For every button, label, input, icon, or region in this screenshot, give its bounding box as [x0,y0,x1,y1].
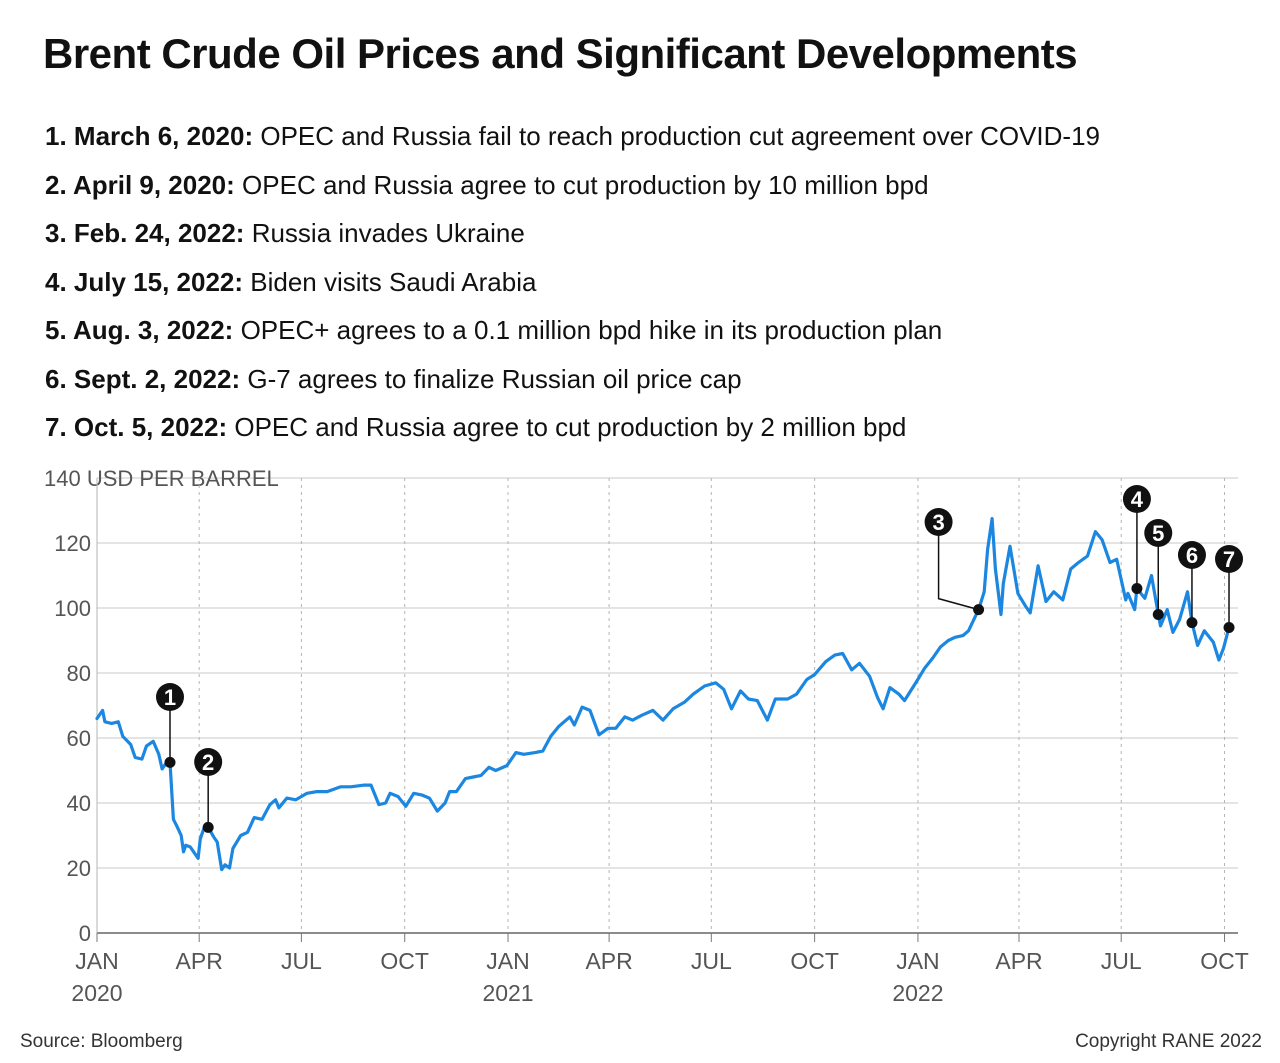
event-text: OPEC+ agrees to a 0.1 million bpd hike i… [240,315,943,345]
x-tick-label: OCT [790,948,839,974]
event-badge [1144,519,1173,547]
event-badge [1215,545,1244,573]
y-tick-label: 20 [67,856,91,881]
x-tick-label: APR [585,948,632,974]
event-point [973,604,985,616]
event-date: 7. Oct. 5, 2022: [45,412,228,442]
event-text: G-7 agrees to finalize Russian oil price… [247,363,742,394]
copyright-note: Copyright RANE 2022 [1075,1031,1262,1052]
y-tick-label: 140 USD PER BARREL [44,466,279,491]
y-tick-label: 120 [54,531,91,556]
event-text: Russia invades Ukraine [251,218,525,248]
event-text: OPEC and Russia fail to reach production… [260,121,1100,151]
event-item: 5. Aug. 3, 2022: OPEC+ agrees to a 0.1 m… [45,306,1100,355]
x-tick-label: JAN [75,948,118,974]
event-badge [194,748,223,776]
x-tick-label: JAN [486,948,529,974]
y-tick-label: 0 [79,921,91,946]
event-date: 3. Feb. 24, 2022: [45,218,245,248]
chart-title: Brent Crude Oil Prices and Significant D… [43,30,1078,77]
event-text: OPEC and Russia agree to cut production … [242,169,929,200]
event-date: 2. April 9, 2020: [45,169,235,200]
x-tick-label: JUL [691,948,732,974]
event-item: 2. April 9, 2020: OPEC and Russia agree … [45,161,1100,210]
event-badge-number: 1 [164,685,176,710]
event-badge-number: 4 [1131,487,1144,512]
event-date: 6. Sept. 2, 2022: [45,363,241,394]
event-badge-number: 3 [932,510,944,535]
x-tick-year-label: 2021 [482,980,533,1006]
event-badge-number: 6 [1186,543,1198,568]
event-point [1223,622,1235,633]
event-badge-number: 5 [1152,521,1164,546]
event-badge [924,508,953,536]
event-text: Biden visits Saudi Arabia [250,266,537,297]
event-item: 3. Feb. 24, 2022: Russia invades Ukraine [45,209,1100,258]
event-text: OPEC and Russia agree to cut production … [234,412,907,442]
event-badge [1122,485,1151,513]
source-note: Source: Bloomberg [20,1031,183,1052]
x-tick-label: APR [176,948,223,974]
event-point [1186,617,1198,629]
event-item: 7. Oct. 5, 2022: OPEC and Russia agree t… [45,403,1100,452]
y-tick-label: 40 [67,791,91,816]
y-tick-label: 100 [54,596,91,621]
event-badge-number: 2 [202,750,214,775]
x-tick-label: OCT [380,948,429,974]
event-item: 1. March 6, 2020: OPEC and Russia fail t… [45,112,1100,161]
x-tick-label: JUL [281,948,322,974]
event-item: 6. Sept. 2, 2022: G-7 agrees to finalize… [45,355,1100,404]
x-tick-label: JUL [1101,948,1142,974]
events-list: 1. March 6, 2020: OPEC and Russia fail t… [45,112,1100,452]
event-point [1131,583,1143,594]
event-badge [155,683,184,711]
x-tick-year-label: 2022 [892,980,943,1006]
x-tick-label: APR [995,948,1042,974]
x-tick-label: JAN [896,948,939,974]
price-series-line [95,517,1231,872]
event-point [1152,609,1164,620]
event-badge [1177,541,1206,569]
y-tick-label: 80 [67,661,91,686]
event-point [202,821,214,833]
x-tick-year-label: 2020 [71,980,122,1006]
x-tick-label: OCT [1200,948,1249,974]
event-badge-number: 7 [1223,547,1235,572]
event-date: 1. March 6, 2020: [45,121,254,151]
event-date: 5. Aug. 3, 2022: [45,315,234,345]
event-leader-line [937,522,979,611]
event-date: 4. July 15, 2022: [45,266,244,297]
event-point [164,756,176,768]
y-tick-label: 60 [67,726,91,751]
event-item: 4. July 15, 2022: Biden visits Saudi Ara… [45,258,1100,307]
